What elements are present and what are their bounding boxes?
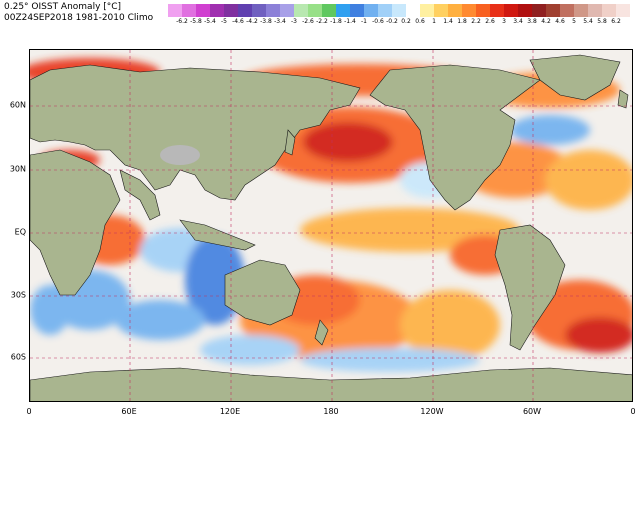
new-zealand-landmass — [314, 319, 329, 346]
colorbar-tick-label: 3.4 — [513, 18, 523, 25]
colorbar-swatch — [462, 4, 477, 17]
colorbar-tick-label: 3.8 — [527, 18, 537, 25]
latitude-label: 60S — [10, 352, 26, 362]
colorbar-swatch — [336, 4, 351, 17]
map-subtitle: 00Z24SEP2018 1981-2010 Climo — [4, 13, 154, 23]
colorbar-swatch — [560, 4, 575, 17]
sst-anomaly-map[interactable] — [29, 49, 633, 402]
colorbar-swatch — [420, 4, 435, 17]
graticule — [30, 50, 632, 401]
colorbar-swatch — [602, 4, 617, 17]
colorbar-swatch — [392, 4, 407, 17]
colorbar-tick-label: -6.2 — [176, 18, 188, 25]
latitude-label: EQ — [14, 227, 26, 237]
colorbar-tick-label: -5.8 — [190, 18, 202, 25]
colorbar-swatch — [238, 4, 253, 17]
colorbar-tick-label: 6.2 — [611, 18, 621, 25]
longitude-label: 0 — [26, 407, 32, 416]
colorbar-swatch — [490, 4, 505, 17]
title-block: 0.25° OISST Anomaly [°C] 00Z24SEP2018 19… — [4, 2, 153, 24]
colorbar-swatch — [196, 4, 211, 17]
indonesia-landmass — [179, 219, 256, 251]
colorbar-tick-label: -1.8 — [330, 18, 342, 25]
map-title: 0.25° OISST Anomaly [°C] — [4, 2, 122, 12]
eurasia-landmass — [30, 64, 361, 201]
colorbar-tick-label: 4.6 — [555, 18, 565, 25]
colorbar-swatch — [574, 4, 589, 17]
australia-landmass — [224, 259, 301, 326]
tibet-plateau — [160, 145, 200, 165]
colorbar-tick-label: -0.2 — [386, 18, 398, 25]
colorbar-tick-label: -0.6 — [372, 18, 384, 25]
longitude-label: 120E — [219, 407, 241, 416]
latitude-label: 30S — [10, 290, 26, 300]
colorbar-swatch — [434, 4, 449, 17]
colorbar-swatch — [588, 4, 603, 17]
colorbar-swatch — [364, 4, 379, 17]
colorbar-swatch — [504, 4, 519, 17]
colorbar-swatch — [406, 4, 421, 17]
longitude-label: 0 — [630, 407, 636, 416]
land — [30, 54, 632, 401]
colorbar-tick-label: -3 — [291, 18, 297, 25]
longitude-label: 180 — [323, 407, 339, 416]
colorbar-swatch — [322, 4, 337, 17]
colorbar-swatch — [294, 4, 309, 17]
colorbar-swatch — [252, 4, 267, 17]
greenland-landmass — [529, 54, 621, 101]
colorbar-swatch — [350, 4, 365, 17]
colorbar-tick-label: 5 — [572, 18, 576, 25]
colorbar-tick-label: 1 — [432, 18, 436, 25]
colorbar-tick-label: -4.6 — [232, 18, 244, 25]
colorbar-swatch — [224, 4, 239, 17]
colorbar-swatch — [182, 4, 197, 17]
longitude-label: 120W — [420, 407, 444, 416]
colorbar-tick-label: 4.2 — [541, 18, 551, 25]
colorbar-tick-label: 0.2 — [401, 18, 411, 25]
colorbar — [168, 4, 630, 17]
colorbar-labels: -6.2 -5.8 -5.4 -5 -4.6 -4.2 -3.8 -3.4 -3 -2.6 -2.2… — [168, 18, 630, 28]
japan-landmass — [284, 129, 296, 156]
colorbar-tick-label: 2.2 — [471, 18, 481, 25]
africa-landmass — [30, 149, 121, 296]
latitude-label: 30N — [9, 164, 26, 174]
longitude-label: 60E — [121, 407, 137, 416]
colorbar-tick-label: 5.4 — [583, 18, 593, 25]
north-america-landmass — [369, 64, 541, 211]
south-america-landmass — [494, 224, 566, 351]
colorbar-swatch — [168, 4, 183, 17]
colorbar-swatch — [266, 4, 281, 17]
antarctica-landmass — [30, 367, 632, 401]
colorbar-swatch — [280, 4, 295, 17]
colorbar-tick-label: -5 — [221, 18, 227, 25]
colorbar-tick-label: -1 — [361, 18, 367, 25]
colorbar-swatch — [532, 4, 547, 17]
latitude-label: 60N — [9, 100, 26, 110]
colorbar-tick-label: 2.6 — [485, 18, 495, 25]
colorbar-tick-label: 1.8 — [457, 18, 467, 25]
colorbar-swatch — [616, 4, 630, 17]
colorbar-tick-label: -3.8 — [260, 18, 272, 25]
colorbar-swatch — [518, 4, 533, 17]
colorbar-tick-label: 5.8 — [597, 18, 607, 25]
colorbar-swatch — [210, 4, 225, 17]
colorbar-tick-label: -1.4 — [344, 18, 356, 25]
colorbar-tick-label: -3.4 — [274, 18, 286, 25]
colorbar-swatch — [308, 4, 323, 17]
colorbar-tick-label: 3 — [502, 18, 506, 25]
colorbar-tick-label: -2.6 — [302, 18, 314, 25]
uk-landmass — [617, 89, 629, 109]
colorbar-tick-label: 0.6 — [415, 18, 425, 25]
colorbar-tick-label: -4.2 — [246, 18, 258, 25]
colorbar-tick-label: -5.4 — [204, 18, 216, 25]
colorbar-tick-label: -2.2 — [316, 18, 328, 25]
colorbar-swatch — [546, 4, 561, 17]
colorbar-tick-label: 1.4 — [443, 18, 453, 25]
map-canvas — [30, 50, 632, 401]
longitude-label: 60W — [522, 407, 542, 416]
colorbar-swatch — [378, 4, 393, 17]
colorbar-swatch — [448, 4, 463, 17]
colorbar-swatch — [476, 4, 491, 17]
